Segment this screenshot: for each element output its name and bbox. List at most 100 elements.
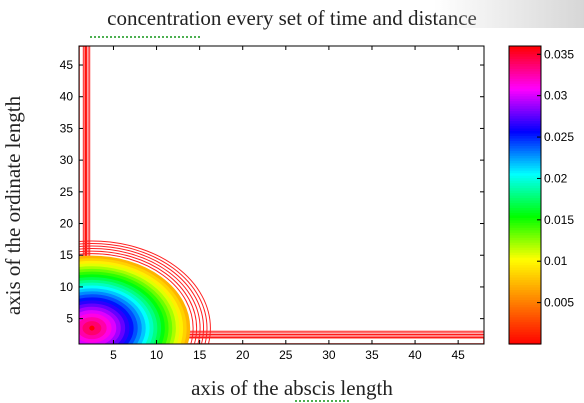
colorbar-segment [509, 75, 541, 79]
x-tick-label: 5 [110, 348, 117, 362]
y-tick-label: 15 [60, 248, 74, 262]
y-tick-label: 40 [60, 90, 74, 104]
y-tick-label: 10 [60, 280, 74, 294]
axis-ticks: 5 10 15 20 25 30 35 40 45 5 10 15 20 25 30 35 40 45 [60, 46, 484, 362]
colorbar-segment [509, 214, 541, 218]
colorbar-segment [509, 175, 541, 179]
colorbar-segment [509, 284, 541, 288]
colorbar-segment [509, 219, 541, 223]
colorbar-segment [509, 150, 541, 154]
colorbar-segment [509, 321, 541, 325]
colorbar-segment [509, 50, 541, 55]
colorbar-segment [509, 309, 541, 313]
colorbar-segment [509, 264, 541, 268]
colorbar-segment [509, 103, 541, 107]
colorbar-segment [509, 120, 541, 124]
colorbar-segment [509, 212, 541, 216]
colorbar-segment [509, 289, 541, 293]
colorbar-segment [509, 199, 541, 204]
colorbar-tick-label: 0.015 [544, 213, 574, 227]
colorbar-segment [509, 88, 541, 92]
colorbar-segment [509, 58, 541, 62]
colorbar-segment [509, 244, 541, 248]
colorbar-segment [509, 267, 541, 271]
colorbar-segment [509, 319, 541, 323]
slide-header-shade [434, 0, 584, 28]
colorbar-segment [509, 172, 541, 176]
colorbar-segment [509, 167, 541, 171]
colorbar-segment [509, 60, 541, 64]
colorbar-segment [509, 316, 541, 320]
colorbar-segment [509, 162, 541, 166]
contour-ring [79, 245, 205, 344]
colorbar-segment [509, 108, 541, 112]
y-tick-label: 35 [60, 121, 74, 135]
x-tick-label: 40 [408, 348, 422, 362]
colorbar: 0.005 0.01 0.015 0.02 0.025 0.03 0.035 [508, 45, 574, 345]
colorbar-segment [509, 229, 541, 233]
colorbar-segment [509, 73, 541, 77]
colorbar-segment [509, 160, 541, 164]
colorbar-segment [509, 259, 541, 263]
colorbar-segment [509, 145, 541, 149]
colorbar-segment [509, 98, 541, 102]
colorbar-segment [509, 122, 541, 127]
colorbar-segment [509, 296, 541, 300]
colorbar-segment [509, 242, 541, 246]
y-tick-label: 20 [60, 217, 74, 231]
colorbar-segment [509, 93, 541, 97]
chart-title: concentration every set of time and dist… [107, 6, 477, 30]
colorbar-segment [509, 331, 541, 335]
colorbar-segment [509, 53, 541, 57]
x-tick-label: 10 [150, 348, 164, 362]
x-tick-label: 45 [451, 348, 465, 362]
colorbar-segment [509, 204, 541, 209]
colorbar-segment [509, 271, 541, 276]
colorbar-segment [509, 182, 541, 186]
colorbar-segment [509, 279, 541, 283]
contour-ring [79, 253, 194, 344]
source-peak [89, 325, 95, 331]
colorbar-segment [509, 165, 541, 169]
contour-ring [79, 243, 208, 344]
x-axis-label: axis of the abscis length [191, 376, 393, 400]
colorbar-segment [509, 299, 541, 303]
colorbar-segment [509, 100, 541, 104]
colorbar-tick-label: 0.035 [544, 47, 574, 61]
colorbar-segment [509, 329, 541, 333]
colorbar-segment [509, 209, 541, 213]
colorbar-segment [509, 142, 541, 146]
contour-ring [79, 248, 201, 344]
colorbar-segment [509, 276, 541, 281]
colorbar-segment [509, 197, 541, 201]
colorbar-segment [509, 135, 541, 139]
colorbar-segment [509, 90, 541, 94]
colorbar-segment [509, 286, 541, 290]
colorbar-segment [509, 113, 541, 117]
y-tick-label: 45 [60, 58, 74, 72]
colorbar-segment [509, 70, 541, 74]
colorbar-segment [509, 63, 541, 67]
colorbar-segment [509, 132, 541, 136]
colorbar-segment [509, 95, 541, 99]
contour-ring [79, 240, 211, 344]
colorbar-segment [509, 195, 541, 199]
colorbar-segment [509, 147, 541, 151]
colorbar-segment [509, 339, 541, 343]
title-spellcheck-underline [90, 33, 200, 38]
colorbar-segment [509, 291, 541, 295]
colorbar-segment [509, 115, 541, 119]
colorbar-segment [509, 324, 541, 328]
colorbar-segment [509, 190, 541, 194]
colorbar-segment [509, 192, 541, 196]
colorbar-segment [509, 118, 541, 122]
contour-ring [79, 250, 198, 344]
y-tick-label: 25 [60, 185, 74, 199]
x-tick-label: 15 [193, 348, 207, 362]
colorbar-segment [509, 249, 541, 253]
colorbar-segment [509, 125, 541, 129]
colorbar-segment [509, 46, 541, 50]
xlabel-spellcheck-underline [295, 397, 349, 402]
colorbar-segment [509, 326, 541, 330]
colorbar-segment [509, 237, 541, 241]
